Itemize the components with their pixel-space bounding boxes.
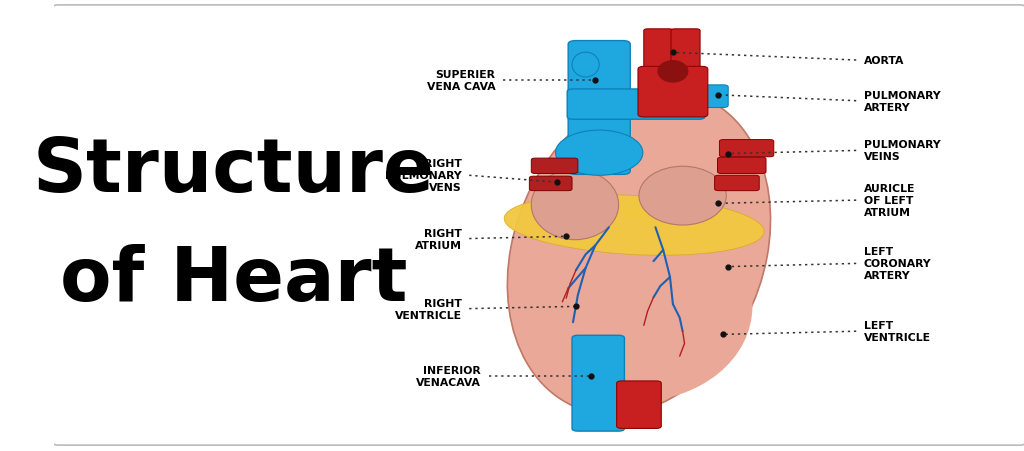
Text: LEFT
VENTRICLE: LEFT VENTRICLE	[864, 321, 931, 342]
Text: RIGHT
VENTRICLE: RIGHT VENTRICLE	[394, 298, 462, 320]
FancyBboxPatch shape	[567, 90, 705, 120]
Text: AURICLE
OF LEFT
ATRIUM: AURICLE OF LEFT ATRIUM	[864, 184, 915, 218]
Ellipse shape	[531, 170, 618, 240]
Text: LEFT
CORONARY
ARTERY: LEFT CORONARY ARTERY	[864, 247, 932, 281]
FancyBboxPatch shape	[531, 159, 578, 174]
Ellipse shape	[639, 167, 726, 226]
Ellipse shape	[507, 91, 770, 414]
FancyBboxPatch shape	[616, 381, 662, 428]
Ellipse shape	[519, 212, 753, 401]
Text: PULMONARY
ARTERY: PULMONARY ARTERY	[864, 91, 941, 112]
Ellipse shape	[622, 195, 719, 224]
FancyBboxPatch shape	[718, 158, 766, 174]
Text: TUTOR: TUTOR	[562, 256, 677, 285]
Text: Structure: Structure	[33, 135, 434, 208]
Text: INFERIOR
VENACAVA: INFERIOR VENACAVA	[416, 366, 481, 387]
FancyBboxPatch shape	[568, 41, 630, 175]
FancyBboxPatch shape	[720, 140, 774, 157]
FancyBboxPatch shape	[572, 336, 625, 431]
Text: of Heart: of Heart	[59, 243, 408, 316]
FancyBboxPatch shape	[671, 30, 700, 78]
FancyBboxPatch shape	[529, 177, 572, 191]
Text: PULMONARY
VEINS: PULMONARY VEINS	[864, 140, 941, 162]
Text: AORTA: AORTA	[864, 56, 904, 66]
FancyBboxPatch shape	[638, 67, 708, 118]
Text: HE: HE	[597, 301, 643, 330]
Ellipse shape	[572, 53, 599, 78]
Ellipse shape	[504, 195, 764, 256]
Ellipse shape	[556, 131, 643, 176]
Text: RIGHT
ATRIUM: RIGHT ATRIUM	[415, 228, 462, 250]
Ellipse shape	[657, 61, 688, 83]
Text: SUPERIER
VENA CAVA: SUPERIER VENA CAVA	[427, 70, 496, 92]
Text: RIGHT
PULMONARY
VENS: RIGHT PULMONARY VENS	[385, 159, 462, 193]
FancyBboxPatch shape	[715, 176, 759, 191]
FancyBboxPatch shape	[646, 86, 728, 108]
FancyBboxPatch shape	[644, 30, 673, 78]
